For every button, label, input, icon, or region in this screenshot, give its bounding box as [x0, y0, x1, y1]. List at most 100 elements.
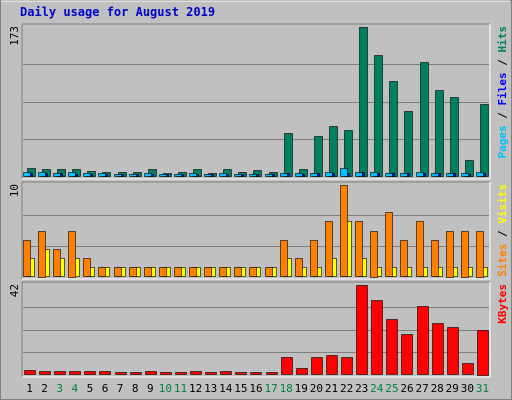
bar-sites-day-6: [98, 267, 106, 277]
panel-kbytes: 42 KBytes: [8, 281, 509, 378]
bar-kbytes-day-16: [250, 372, 262, 375]
legend-requests: Pages / Files / Hits: [496, 26, 509, 159]
bar-pages-day-3: [53, 173, 61, 177]
legend-entry: KBytes: [496, 284, 509, 324]
bar-pages-day-31: [476, 172, 484, 177]
x-tick-label-day-11: 11: [174, 382, 187, 395]
bar-kbytes-day-10: [160, 372, 172, 375]
legend-entry: /: [496, 106, 509, 126]
bar-kbytes-day-9: [145, 371, 157, 375]
bar-pages-day-21: [325, 172, 333, 177]
legend-entry: Pages: [496, 125, 509, 158]
bar-kbytes-day-8: [130, 372, 142, 375]
bar-hits-day-28: [435, 90, 444, 177]
x-tick-label-day-10: 10: [159, 382, 172, 395]
legend-entry: /: [496, 53, 509, 73]
bar-kbytes-day-5: [84, 371, 96, 375]
bar-pages-day-6: [98, 173, 106, 177]
x-tick-label-day-2: 2: [41, 382, 48, 395]
bar-sites-day-3: [53, 249, 61, 277]
bar-sites-day-28: [431, 240, 439, 277]
bar-pages-day-27: [416, 172, 424, 177]
bar-pages-day-13: [204, 174, 212, 177]
bar-kbytes-day-13: [205, 372, 217, 375]
bar-sites-day-4: [68, 231, 76, 278]
bar-kbytes-day-20: [311, 357, 323, 375]
x-tick-label-day-1: 1: [26, 382, 33, 395]
bar-sites-day-21: [325, 221, 333, 277]
bar-kbytes-day-26: [401, 334, 413, 375]
x-tick-label-day-31: 31: [476, 382, 489, 395]
bar-pages-day-25: [385, 173, 393, 177]
bar-pages-day-15: [234, 174, 242, 177]
x-tick-label-day-23: 23: [355, 382, 368, 395]
x-axis-day-labels: 1 2 3 4 5 6 7 8 9 10 11 12 13 14 15 16 17 18 19 20 21 22 23 24 2…: [26, 382, 489, 395]
legend-entry: /: [496, 224, 509, 244]
bar-sites-day-20: [310, 240, 318, 277]
bar-sites-day-23: [355, 221, 363, 277]
bar-sites-day-26: [400, 240, 408, 277]
x-tick-label-day-29: 29: [446, 382, 459, 395]
y-max-label-requests: 173: [8, 26, 21, 46]
bar-hits-day-21: [329, 126, 338, 177]
bar-kbytes-day-23: [356, 285, 368, 375]
bar-sites-day-24: [370, 231, 378, 278]
x-tick-label-day-20: 20: [310, 382, 323, 395]
bar-kbytes-day-18: [281, 357, 293, 375]
bar-sites-day-1: [23, 240, 31, 277]
x-tick-label-day-26: 26: [400, 382, 413, 395]
bar-kbytes-day-4: [69, 371, 81, 375]
bar-kbytes-day-2: [39, 371, 51, 375]
plot-area-visitors: [22, 182, 490, 279]
plot-area-requests: [22, 24, 490, 179]
x-tick-label-day-18: 18: [280, 382, 293, 395]
legend-entry: Files: [496, 72, 509, 105]
y-max-label-kbytes: 42: [8, 284, 21, 297]
bar-pages-day-28: [431, 173, 439, 177]
x-tick-label-day-12: 12: [189, 382, 202, 395]
bar-pages-day-14: [219, 173, 227, 177]
x-tick-label-day-13: 13: [204, 382, 217, 395]
bar-sites-day-31: [476, 231, 484, 278]
bar-hits-day-23: [359, 27, 368, 177]
bar-hits-day-31: [480, 104, 489, 177]
bar-pages-day-16: [249, 174, 257, 177]
bar-hits-day-18: [284, 133, 293, 177]
bar-pages-day-24: [370, 172, 378, 177]
bar-hits-day-26: [404, 111, 413, 177]
x-tick-label-day-8: 8: [132, 382, 139, 395]
x-tick-label-day-17: 17: [264, 382, 277, 395]
bar-kbytes-day-25: [386, 319, 398, 375]
x-tick-label-day-14: 14: [219, 382, 233, 395]
x-tick-label-day-6: 6: [102, 382, 109, 395]
x-tick-label-day-24: 24: [370, 382, 384, 395]
bar-kbytes-day-15: [235, 372, 247, 375]
x-tick-label-day-30: 30: [461, 382, 474, 395]
bar-sites-day-27: [416, 221, 424, 277]
bar-pages-day-29: [446, 173, 454, 177]
bar-hits-day-25: [389, 81, 398, 177]
bar-pages-day-11: [174, 174, 182, 177]
x-tick-label-day-19: 19: [295, 382, 308, 395]
x-tick-label-day-4: 4: [71, 382, 78, 395]
bar-sites-day-9: [144, 267, 152, 277]
bar-hits-day-29: [450, 97, 459, 177]
legend-visitors: Sites / Visits: [496, 184, 509, 277]
legend-entry: Hits: [496, 26, 509, 53]
bar-pages-day-26: [400, 173, 408, 177]
bar-pages-day-4: [68, 172, 76, 177]
x-tick-label-day-15: 15: [234, 382, 247, 395]
x-tick-label-day-28: 28: [431, 382, 444, 395]
bar-pages-day-5: [83, 173, 91, 177]
y-max-label-visitors: 10: [8, 184, 21, 197]
bar-sites-day-18: [280, 240, 288, 277]
bar-pages-day-12: [189, 173, 197, 177]
bar-hits-day-27: [420, 62, 429, 177]
bar-sites-day-11: [174, 267, 182, 277]
legend-entry: Visits: [496, 184, 509, 224]
x-tick-label-day-9: 9: [147, 382, 154, 395]
bar-sites-day-7: [114, 267, 122, 277]
bar-pages-day-18: [280, 173, 288, 177]
bar-sites-day-17: [265, 267, 273, 277]
